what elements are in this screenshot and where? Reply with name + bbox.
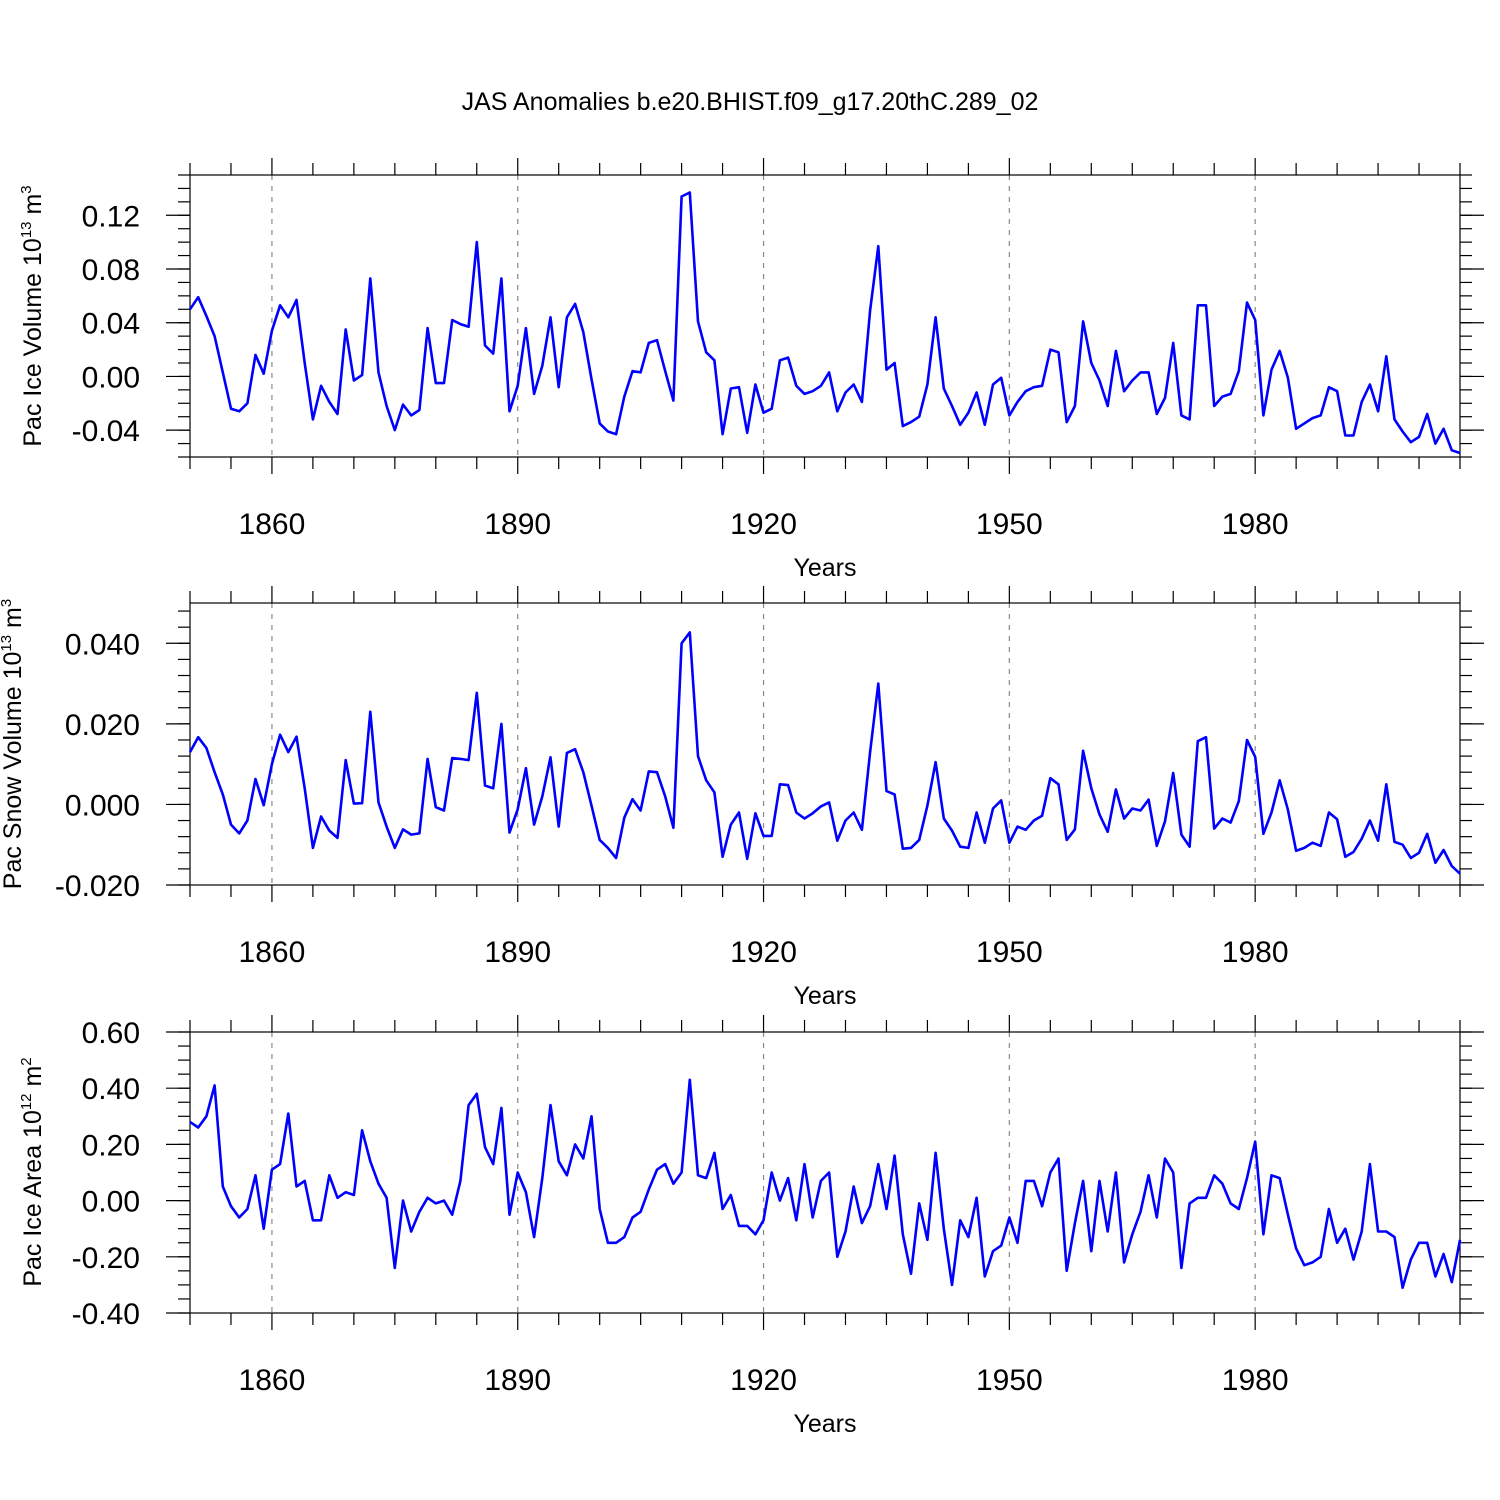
x-tick-label: 1860 bbox=[239, 508, 306, 541]
y-tick-label: 0.00 bbox=[82, 361, 140, 394]
y-axis-label: Pac Ice Volume 1013 m3 bbox=[18, 185, 47, 446]
x-tick-label: 1980 bbox=[1222, 936, 1289, 969]
panel-ice-volume: 0.12 0.08 0.04 0.00 -0.04 1860 1890 1920 1950 19… bbox=[18, 158, 1484, 582]
x-axis-label: Years bbox=[793, 1410, 856, 1438]
plot-frame bbox=[189, 174, 1461, 458]
x-axis-label: Years bbox=[793, 554, 856, 582]
x-tick-label: 1920 bbox=[730, 508, 797, 541]
y-tick-label: 0.00 bbox=[82, 1186, 140, 1219]
y-tick-label: 0.08 bbox=[82, 254, 140, 287]
y-tick-label: -0.20 bbox=[72, 1242, 140, 1275]
x-tick-label: 1950 bbox=[976, 1364, 1043, 1397]
x-tick-label: 1950 bbox=[976, 936, 1043, 969]
plot-frame bbox=[189, 1031, 1461, 1314]
x-tick-label: 1920 bbox=[730, 1364, 797, 1397]
y-tick-label: 0.60 bbox=[82, 1017, 140, 1050]
y-tick-label: -0.020 bbox=[55, 870, 140, 903]
x-tick-label: 1860 bbox=[239, 1364, 306, 1397]
y-tick-label: 0.040 bbox=[65, 628, 140, 661]
x-tick-label: 1860 bbox=[239, 936, 306, 969]
x-tick-label: 1920 bbox=[730, 936, 797, 969]
plot-frame bbox=[189, 602, 1461, 886]
series-line-ice-volume bbox=[188, 191, 1461, 455]
x-tick-label: 1890 bbox=[484, 508, 551, 541]
chart-title: JAS Anomalies b.e20.BHIST.f09_g17.20thC.… bbox=[462, 88, 1039, 116]
y-tick-label: 0.40 bbox=[82, 1073, 140, 1106]
x-tick-label: 1980 bbox=[1222, 508, 1289, 541]
series-line-ice-area bbox=[189, 1078, 1462, 1289]
x-tick-label: 1890 bbox=[484, 1364, 551, 1397]
series-line-snow-volume bbox=[188, 631, 1461, 875]
x-tick-label: 1980 bbox=[1222, 1364, 1289, 1397]
y-tick-label: 0.20 bbox=[82, 1129, 140, 1162]
x-tick-label: 1890 bbox=[484, 936, 551, 969]
y-tick-label: 0.020 bbox=[65, 709, 140, 742]
panel-ice-area: 0.60 0.40 0.20 0.00 -0.20 -0.40 1860 1890 1920 1… bbox=[18, 1015, 1484, 1438]
y-tick-label: 0.04 bbox=[82, 308, 140, 341]
y-tick-label: -0.40 bbox=[72, 1298, 140, 1331]
y-axis-label: Pac Ice Area 1012 m2 bbox=[18, 1057, 47, 1286]
y-tick-label: 0.000 bbox=[65, 789, 140, 822]
y-axis-label: Pac Snow Volume 1013 m3 bbox=[0, 599, 27, 889]
x-tick-label: 1950 bbox=[976, 508, 1043, 541]
panel-snow-volume: 0.040 0.020 0.000 -0.020 1860 1890 1920 1950 19… bbox=[0, 586, 1484, 1010]
y-tick-label: -0.04 bbox=[72, 415, 140, 448]
y-tick-label: 0.12 bbox=[82, 200, 140, 233]
x-axis-label: Years bbox=[793, 982, 856, 1010]
